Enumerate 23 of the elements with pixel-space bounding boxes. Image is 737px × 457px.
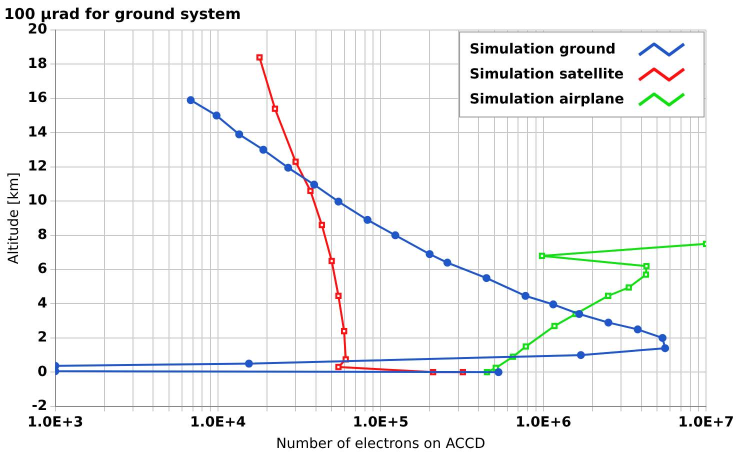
x-tick-label: 1.0E+6	[515, 414, 572, 430]
y-tick-label: 14	[28, 124, 48, 140]
y-axis-title: Altitude [km]	[6, 172, 22, 264]
x-tick-label: 1.0E+3	[27, 414, 84, 430]
legend-label: Simulation satellite	[470, 66, 624, 83]
y-tick-label: 18	[28, 56, 48, 72]
y-tick-label: 12	[28, 158, 48, 175]
legend-label: Simulation airplane	[470, 92, 624, 108]
y-tick-label: 2	[38, 330, 48, 346]
y-tick-label: 4	[38, 295, 48, 312]
y-tick-label: -2	[32, 398, 48, 414]
x-tick-label: 1.0E+7	[678, 414, 734, 430]
x-tick-label: 1.0E+5	[352, 414, 409, 430]
y-tick-label: 6	[38, 261, 48, 278]
x-axis-title: Number of electrons on ACCD	[276, 436, 486, 452]
y-tick-label: 10	[28, 192, 48, 209]
y-tick-label: 16	[28, 90, 48, 106]
y-tick-label: 8	[38, 226, 48, 243]
y-tick-label: 20	[28, 22, 48, 38]
x-tick-label: 1.0E+4	[190, 414, 246, 430]
legend-label: Simulation ground	[470, 42, 616, 58]
y-tick-label: 0	[38, 364, 48, 380]
chart-title: 100 µrad for ground system	[4, 4, 241, 23]
